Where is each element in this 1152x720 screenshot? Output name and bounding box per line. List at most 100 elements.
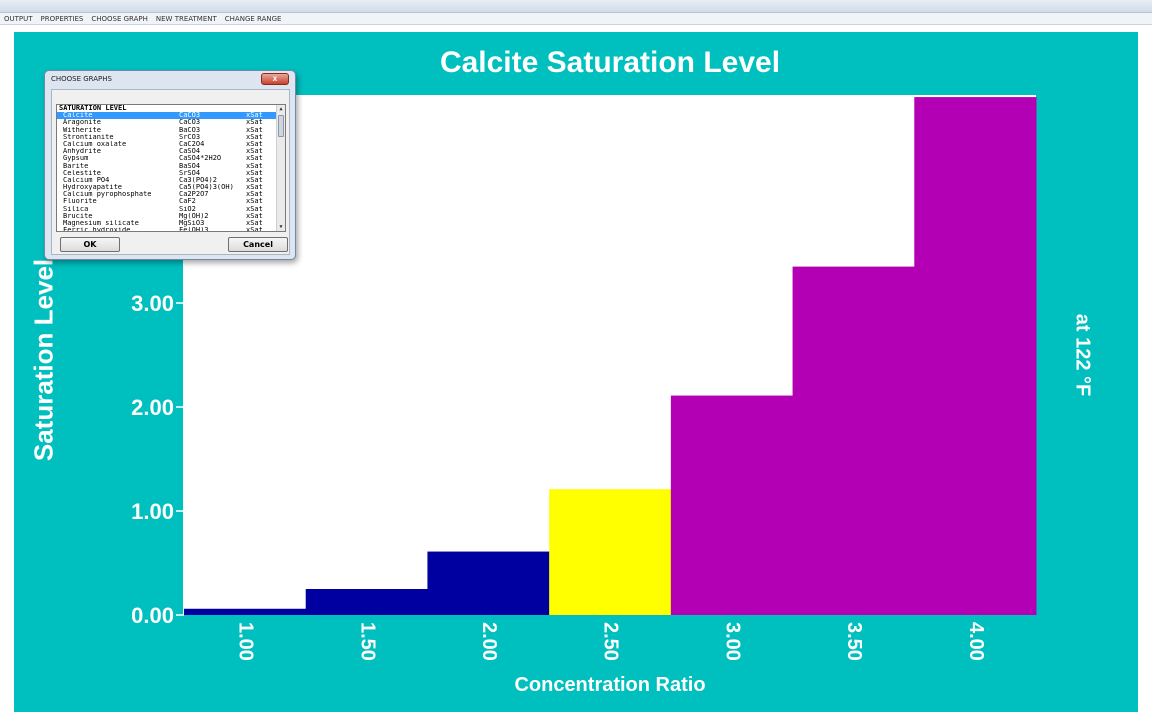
mineral-name: Fluorite — [63, 198, 97, 206]
unit: xSat — [246, 219, 263, 228]
menu-choose-graph[interactable]: CHOOSE GRAPH — [91, 14, 148, 23]
menu-output[interactable]: OUTPUT — [4, 14, 33, 23]
formula: BaSO4 — [179, 162, 201, 170]
menu-new-treatment[interactable]: NEW TREATMENT — [155, 14, 217, 23]
formula: Ca2P2O7 — [179, 191, 209, 199]
dialog-close-button[interactable]: x — [261, 73, 289, 85]
list-item[interactable]: Magnesium silicate MgSiO3 xSat — [57, 219, 285, 228]
bar-1.00 — [184, 608, 307, 615]
mineral-name: Celestite — [63, 169, 101, 177]
x-tick-label: 1.50 — [356, 622, 378, 661]
mineral-name: Calcium oxalate — [63, 140, 127, 148]
x-tick-label: 1.00 — [235, 622, 257, 661]
formula: SiO2 — [179, 205, 196, 213]
mineral-name: Silica — [63, 205, 89, 213]
list-item[interactable]: Gypsum CaSO4*2H2O xSat — [57, 155, 285, 162]
mineral-name: Calcium PO4 — [63, 176, 110, 184]
list-item[interactable]: Calcium PO4 Ca3(PO4)2 xSat — [57, 175, 285, 184]
bar-3.00 — [670, 395, 794, 615]
formula: CaSO4 — [179, 148, 201, 156]
ok-button[interactable]: OK — [60, 237, 120, 252]
list-item[interactable]: Witherite BaCO3 xSat — [57, 126, 285, 134]
menu-properties[interactable]: PROPERTIES — [40, 14, 84, 23]
bar-1.50 — [305, 589, 428, 615]
formula: Ca5(PO4)3(OH) — [179, 184, 234, 192]
unit: xSat — [246, 204, 263, 213]
x-tick-label: 3.50 — [843, 622, 865, 661]
unit: xSat — [246, 211, 263, 220]
mineral-name: Anhydrite — [63, 148, 101, 156]
mineral-name: Gypsum — [63, 155, 89, 163]
formula: SrSO4 — [179, 169, 201, 177]
list-item[interactable]: Calcite CaCO3 xSat — [57, 111, 285, 120]
formula: BaCO3 — [179, 126, 201, 134]
unit: xSat — [246, 118, 263, 127]
list-item[interactable]: Ferric hydroxide Fe(OH)3 xSat — [57, 226, 285, 232]
formula: Ca3(PO4)2 — [179, 176, 217, 184]
unit: xSat — [246, 111, 263, 120]
unit: xSat — [246, 168, 263, 177]
unit: xSat — [246, 147, 263, 156]
mineral-name: Magnesium silicate — [63, 220, 139, 228]
menu-bar: OUTPUT PROPERTIES CHOOSE GRAPH NEW TREAT… — [0, 13, 1152, 25]
x-axis-label: Concentration Ratio — [514, 674, 706, 696]
list-item[interactable]: Calcium oxalate CaC2O4 xSat — [57, 139, 285, 148]
formula: SrCO3 — [179, 133, 201, 141]
window-top-strip — [0, 0, 1152, 13]
list-item[interactable]: Strontianite SrCO3 xSat — [57, 132, 285, 141]
dialog-body: SATURATION LEVEL Calcite CaCO3 xSat Aragoni… — [51, 89, 290, 255]
list-item[interactable]: Aragonite CaCO3 xSat — [57, 119, 285, 126]
formula: MgSiO3 — [179, 220, 205, 228]
graph-listbox[interactable]: SATURATION LEVEL Calcite CaCO3 xSat Aragoni… — [56, 104, 286, 232]
list-rows: Calcite CaCO3 xSat Aragonite CaCO3 xSat Wither… — [57, 111, 285, 232]
mineral-name: Strontianite — [63, 133, 114, 141]
scroll-thumb[interactable] — [278, 115, 284, 137]
unit: xSat — [246, 226, 263, 232]
dialog-title: CHOOSE GRAPHS — [51, 75, 112, 83]
scroll-up-icon[interactable]: ▲ — [279, 106, 283, 112]
bar-4.00 — [914, 97, 1037, 615]
y-tick-label: 2.00 — [131, 395, 174, 420]
list-item[interactable]: Silica SiO2 xSat — [57, 204, 285, 213]
chart-title: Calcite Saturation Level — [439, 46, 781, 79]
formula: CaF2 — [179, 198, 196, 206]
unit: xSat — [246, 175, 263, 184]
x-tick-label: 2.50 — [600, 622, 622, 661]
y-tick-label: 3.00 — [131, 291, 174, 316]
list-item[interactable]: Fluorite CaF2 xSat — [57, 198, 285, 205]
list-item[interactable]: Hydroxyapatite Ca5(PO4)3(OH) xSat — [57, 183, 285, 192]
unit: xSat — [246, 197, 263, 206]
mineral-name: Brucite — [63, 212, 93, 220]
list-item[interactable]: Celestite SrSO4 xSat — [57, 168, 285, 177]
bar-2.50 — [549, 489, 672, 615]
list-item[interactable]: Brucite Mg(OH)2 xSat — [57, 211, 285, 220]
list-header: SATURATION LEVEL — [59, 104, 127, 112]
formula: CaSO4*2H2O — [179, 155, 222, 163]
y-tick-label: 1.00 — [131, 499, 174, 524]
list-item[interactable]: Calcium pyrophosphate Ca2P2O7 xSat — [57, 191, 285, 198]
cancel-button[interactable]: Cancel — [228, 237, 288, 252]
unit: xSat — [246, 183, 263, 192]
formula: Fe(OH)3 — [179, 227, 209, 232]
mineral-name: Witherite — [63, 126, 101, 134]
x-tick-label: 4.00 — [965, 622, 987, 661]
scroll-down-icon[interactable]: ▼ — [279, 224, 283, 230]
list-item[interactable]: Anhydrite CaSO4 xSat — [57, 147, 285, 156]
unit: xSat — [246, 154, 263, 163]
unit: xSat — [246, 190, 263, 199]
bar-3.50 — [792, 266, 915, 615]
unit: xSat — [246, 132, 263, 141]
formula: CaCO3 — [179, 119, 201, 127]
unit: xSat — [246, 139, 263, 148]
list-item[interactable]: Barite BaSO4 xSat — [57, 161, 285, 170]
listbox-scrollbar[interactable]: ▲ ▼ — [276, 105, 285, 231]
unit: xSat — [246, 161, 263, 170]
mineral-name: Ferric hydroxide — [63, 227, 131, 232]
x-tick-label: 3.00 — [721, 622, 743, 661]
formula: Mg(OH)2 — [179, 212, 209, 220]
menu-change-range[interactable]: CHANGE RANGE — [224, 14, 282, 23]
x-tick-label: 2.00 — [478, 622, 500, 661]
formula: CaC2O4 — [179, 140, 205, 148]
mineral-name: Barite — [63, 162, 89, 170]
